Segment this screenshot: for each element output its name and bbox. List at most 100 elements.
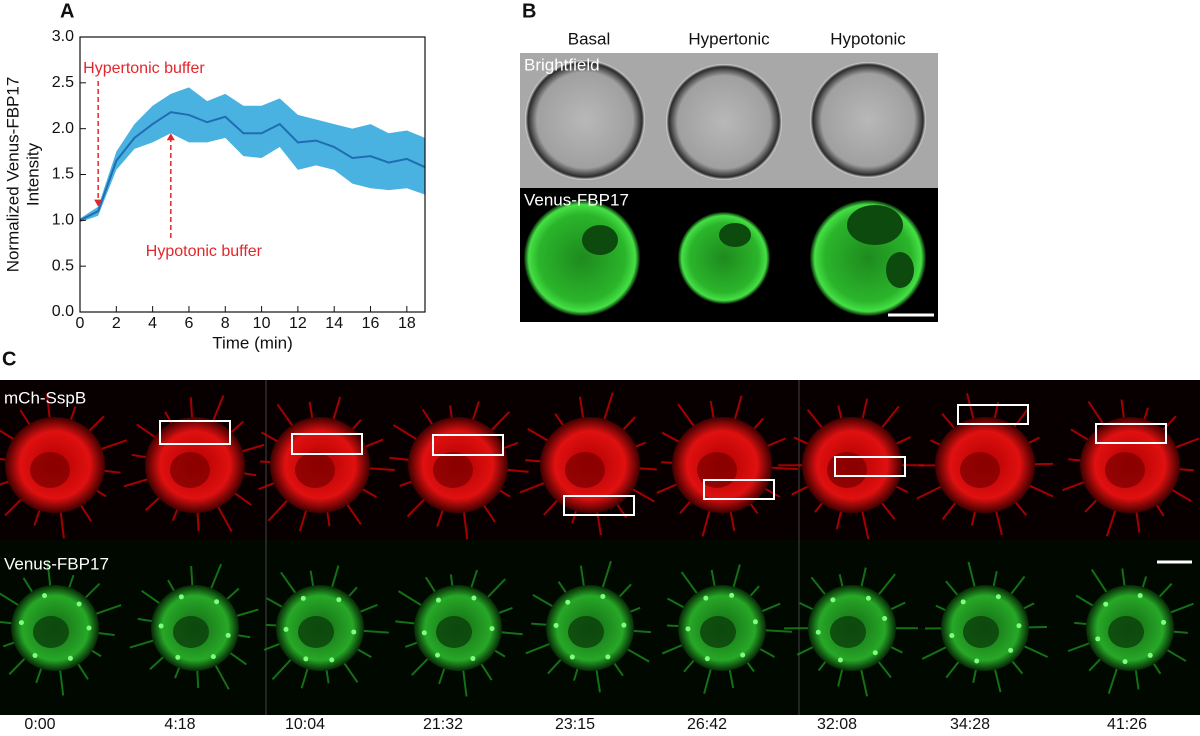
roi-box [957, 404, 1029, 425]
x-tick-label: 14 [325, 315, 343, 332]
puncta [86, 625, 92, 631]
puncta [158, 623, 164, 629]
y-tick-label: 3.0 [52, 28, 74, 45]
nucleus [173, 616, 209, 648]
nucleus [827, 452, 867, 488]
cell [525, 60, 645, 180]
time-label: 0:00 [24, 716, 55, 733]
y-axis-label: Intensity [23, 142, 42, 206]
puncta [1103, 601, 1109, 607]
annotation: Hypotonic buffer [146, 243, 263, 260]
puncta [1161, 619, 1167, 625]
line-chart: 0 2 4 6 8 10 12 14 16 18 0.0 0.5 1.0 1.5 2.0 2.5 3.0 Time… [3, 28, 426, 352]
puncta [960, 599, 966, 605]
nucleus [1108, 616, 1144, 648]
puncta [553, 622, 559, 628]
y-axis-label: Normalized Venus-FBP17 [3, 77, 22, 273]
annotation: Hypertonic buffer [83, 60, 205, 77]
puncta [329, 657, 335, 663]
puncta [815, 629, 821, 635]
time-label: 34:28 [950, 716, 990, 733]
puncta [740, 652, 746, 658]
time-label: 32:08 [817, 716, 857, 733]
time-label: 21:32 [423, 716, 463, 733]
puncta [1095, 636, 1101, 642]
x-tick-label: 4 [148, 315, 157, 332]
puncta [214, 599, 220, 605]
puncta [704, 656, 710, 662]
roi-box [291, 433, 363, 455]
puncta [995, 594, 1001, 600]
puncta [1122, 659, 1128, 665]
x-tick-label: 18 [398, 315, 416, 332]
nucleus [582, 225, 618, 255]
mean-line [79, 111, 426, 222]
column-label: Hypertonic [688, 29, 770, 48]
arrow-head [166, 133, 175, 141]
x-tick-label: 8 [221, 315, 230, 332]
x-tick-label: 10 [253, 315, 271, 332]
cell [666, 64, 782, 180]
cell [810, 62, 926, 178]
puncta [1137, 593, 1143, 599]
puncta [351, 629, 357, 635]
puncta [421, 630, 427, 636]
confidence-band [80, 87, 425, 223]
panel-label: B [522, 0, 536, 22]
column-label: Hypotonic [830, 29, 906, 48]
puncta [178, 594, 184, 600]
puncta [303, 656, 309, 662]
puncta [210, 654, 216, 660]
puncta [703, 595, 709, 601]
nucleus [886, 252, 914, 288]
puncta [752, 619, 758, 625]
puncta [949, 633, 955, 639]
nucleus [847, 205, 903, 245]
roi-box [563, 495, 635, 516]
cell [678, 212, 770, 304]
puncta [336, 597, 342, 603]
y-tick-label: 0.5 [52, 257, 74, 274]
puncta [18, 620, 24, 626]
x-tick-label: 2 [112, 315, 121, 332]
panel-label: A [60, 0, 74, 22]
nucleus [960, 452, 1000, 488]
row-label: Venus-FBP17 [524, 190, 629, 209]
row-label: Brightfield [524, 55, 600, 74]
y-tick-label: 0.0 [52, 303, 74, 320]
puncta [830, 597, 836, 603]
puncta [974, 658, 980, 664]
puncta [882, 615, 888, 621]
puncta [435, 597, 441, 603]
puncta [42, 593, 48, 599]
nucleus [568, 616, 604, 648]
nucleus [830, 616, 866, 648]
row-label: Venus-FBP17 [4, 554, 109, 573]
x-tick-label: 16 [362, 315, 380, 332]
x-axis-label: Time (min) [212, 333, 293, 352]
y-tick-label: 1.0 [52, 212, 74, 229]
puncta [685, 626, 691, 632]
puncta [569, 654, 575, 660]
puncta [435, 652, 441, 658]
roi-box [159, 420, 231, 445]
nucleus [30, 452, 70, 488]
puncta [225, 632, 231, 638]
row-label: mCh-SspB [4, 388, 86, 407]
puncta [300, 595, 306, 601]
puncta [471, 595, 477, 601]
x-tick-label: 6 [184, 315, 193, 332]
puncta [872, 650, 878, 656]
panel-label: C [2, 348, 16, 370]
y-tick-label: 2.5 [52, 74, 74, 91]
y-tick-label: 2.0 [52, 120, 74, 137]
x-tick-label: 0 [76, 315, 85, 332]
roi-box [703, 479, 775, 500]
nucleus [33, 616, 69, 648]
puncta [621, 622, 627, 628]
puncta [605, 654, 611, 660]
puncta [32, 652, 38, 658]
nucleus [295, 452, 335, 488]
puncta [1147, 652, 1153, 658]
